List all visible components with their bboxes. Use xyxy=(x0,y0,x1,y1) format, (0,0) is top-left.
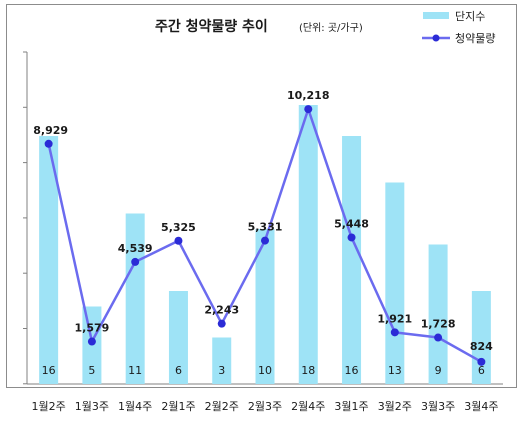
bar-value-label: 3 xyxy=(218,364,225,377)
bar-value-label: 9 xyxy=(435,364,442,377)
bar xyxy=(39,136,59,384)
line-value-label: 8,929 xyxy=(33,124,68,137)
line-point xyxy=(261,236,269,245)
bar xyxy=(428,244,448,384)
bar xyxy=(471,291,491,384)
bar xyxy=(125,213,145,384)
line-value-label: 10,218 xyxy=(287,89,329,102)
line-point xyxy=(390,328,399,337)
chart-frame xyxy=(6,4,517,388)
x-tick-label: 1월3주 xyxy=(75,400,109,413)
legend: 단지수 청약물량 xyxy=(422,10,495,45)
line-point xyxy=(217,319,226,328)
bar xyxy=(298,105,318,384)
bar-data-labels: 16 5 11 6 3 10 18 16 13 9 6 xyxy=(42,364,485,377)
bar-value-label: 6 xyxy=(175,364,182,377)
chart-title: 주간 청약물량 추이 xyxy=(155,18,268,35)
bar-value-label: 18 xyxy=(301,364,315,377)
line-point xyxy=(347,233,356,242)
line-series xyxy=(44,105,486,366)
bar-value-label: 11 xyxy=(128,364,142,377)
line-value-label: 4,539 xyxy=(118,242,153,255)
legend-bar-swatch xyxy=(423,12,449,19)
line-point xyxy=(87,337,96,346)
line-data-labels: 8,929 1,579 4,539 5,325 2,243 5,331 10,218 5,44… xyxy=(33,89,493,353)
bar-value-label: 10 xyxy=(258,364,272,377)
bar xyxy=(168,291,188,384)
line-value-label: 1,579 xyxy=(75,322,110,335)
line-point xyxy=(477,357,486,366)
line-value-label: 1,921 xyxy=(377,312,412,325)
line-point xyxy=(304,105,313,114)
bar xyxy=(342,136,362,384)
chart-subtitle: (단위: 곳/가구) xyxy=(299,21,363,34)
x-tick-label: 1월2주 xyxy=(32,400,66,413)
x-tick-label: 3월2주 xyxy=(378,400,412,413)
bar-value-label: 5 xyxy=(88,364,95,377)
legend-line-marker xyxy=(432,34,440,42)
x-tick-label: 3월3주 xyxy=(421,400,455,413)
x-tick-label: 2월3주 xyxy=(248,400,282,413)
bar xyxy=(212,337,232,384)
line-point xyxy=(131,257,140,266)
legend-bar-label: 단지수 xyxy=(455,10,485,23)
category-labels: 1월2주 1월3주 1월4주 2월1주 2월2주 2월3주 2월4주 3월1주 3월2주 3월3주… xyxy=(32,400,499,413)
line-value-label: 2,243 xyxy=(204,304,239,317)
line-value-label: 5,331 xyxy=(248,221,283,234)
bar xyxy=(385,182,405,384)
x-tick-label: 3월4주 xyxy=(464,400,498,413)
x-tick-label: 2월2주 xyxy=(205,400,239,413)
bar-value-label: 16 xyxy=(345,364,359,377)
bar xyxy=(255,229,275,384)
x-tick-label: 2월4주 xyxy=(291,400,325,413)
line-point xyxy=(44,139,53,148)
line-point xyxy=(174,236,183,245)
bar-value-label: 6 xyxy=(478,364,485,377)
line-value-label: 5,325 xyxy=(161,221,196,234)
line-point xyxy=(434,333,443,342)
x-tick-label: 1월4주 xyxy=(118,400,152,413)
bar-value-label: 13 xyxy=(388,364,402,377)
line-value-label: 5,448 xyxy=(334,217,369,230)
line-value-label: 824 xyxy=(470,340,493,353)
bar-value-label: 16 xyxy=(42,364,56,377)
x-tick-label: 3월1주 xyxy=(334,400,368,413)
legend-line-label: 청약물량 xyxy=(455,31,495,45)
x-tick-label: 2월1주 xyxy=(161,400,195,413)
line-value-label: 1,728 xyxy=(421,318,456,331)
